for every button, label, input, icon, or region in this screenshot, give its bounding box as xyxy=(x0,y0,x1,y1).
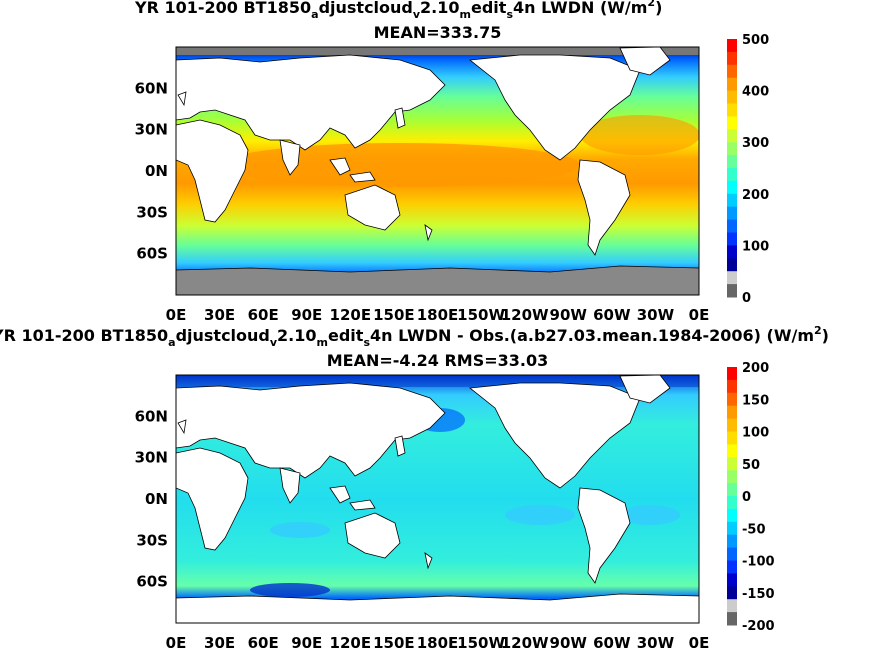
map2-xtick-label: 180E xyxy=(417,634,459,652)
map1-colorbar-swatch xyxy=(727,232,737,246)
map2-colorbar-swatch xyxy=(727,508,737,523)
map2-xtick-label: 30E xyxy=(204,634,235,652)
map1-colorbar-swatch xyxy=(727,129,737,143)
map2-ytick-label: 0N xyxy=(145,490,168,508)
map1-ytick-label: 0N xyxy=(145,162,168,180)
map2-xtick-label: 0E xyxy=(689,634,710,652)
map1-xtick-label: 30W xyxy=(637,306,675,324)
map2-xtick-label: 0E xyxy=(166,634,187,652)
map2-colorbar-tick-label: 50 xyxy=(742,458,760,473)
map1-colorbar-swatch xyxy=(727,258,737,272)
map1-colorbar-swatch xyxy=(727,245,737,259)
map1-ytick-label: 60N xyxy=(135,79,168,97)
map2-colorbar-tick-label: -50 xyxy=(742,522,766,537)
map1-xtick-label: 150W xyxy=(457,306,505,324)
map1-xtick-label: 60E xyxy=(248,306,279,324)
map2-xtick-label: 60W xyxy=(593,634,631,652)
map2-colorbar-tick-label: -150 xyxy=(742,587,775,602)
map1-xtick-label: 90E xyxy=(291,306,322,324)
map2-colorbar-tick-label: 100 xyxy=(742,426,769,441)
map1-plot xyxy=(175,46,700,296)
map1-colorbar-swatch xyxy=(727,219,737,233)
map1-title: YR 101-200 BT1850adjustcloudv2.10medits4… xyxy=(135,0,663,21)
map1-colorbar-swatch xyxy=(727,116,737,130)
map1-xtick-label: 60W xyxy=(593,306,631,324)
map1-colorbar-swatch xyxy=(727,103,737,117)
map1-xtick-label: 120W xyxy=(501,306,549,324)
map2-xtick-label: 30W xyxy=(637,634,675,652)
map2-colorbar-swatch xyxy=(727,418,737,432)
map2-ytick-label: 60N xyxy=(135,407,168,425)
map2-colorbar-tick-label: 150 xyxy=(742,393,769,408)
map1-xtick-label: 0E xyxy=(166,306,187,324)
map2-xtick-label: 60E xyxy=(248,634,279,652)
map2-colorbar-tick-label: -200 xyxy=(742,619,775,634)
map1-colorbar-tick-label: 200 xyxy=(742,188,769,203)
map1-colorbar-swatch xyxy=(727,39,737,53)
map2-xtick-label: 90E xyxy=(291,634,322,652)
map2-xtick-label: 150E xyxy=(373,634,415,652)
map1-colorbar-swatch xyxy=(727,64,737,79)
map2-colorbar-swatch xyxy=(727,483,737,497)
map2-colorbar-swatch xyxy=(727,547,737,561)
map2-colorbar-swatch xyxy=(727,392,737,407)
map2-xtick-label: 150W xyxy=(457,634,505,652)
map2-colorbar-swatch xyxy=(727,367,737,381)
map2-xtick-label: 120W xyxy=(501,634,549,652)
map1-colorbar-tick-label: 300 xyxy=(742,136,769,151)
map1-colorbar-tick-label: 400 xyxy=(742,85,769,100)
map1-subtitle: MEAN=333.75 xyxy=(373,23,502,42)
map2-xtick-label: 120E xyxy=(330,634,372,652)
map2-colorbar-swatch xyxy=(727,534,737,549)
map1-colorbar-swatch xyxy=(727,180,737,195)
map2-colorbar-swatch xyxy=(727,599,737,613)
map1-colorbar-swatch xyxy=(727,206,737,221)
map2-colorbar-swatch xyxy=(727,457,737,471)
map1-xtick-label: 150E xyxy=(373,306,415,324)
map2-colorbar-swatch xyxy=(727,586,737,600)
map1-ytick-label: 30N xyxy=(135,121,168,139)
map2-subtitle: MEAN=-4.24 RMS=33.03 xyxy=(326,351,549,370)
map1-ytick-label: 30S xyxy=(136,203,168,221)
map1-xtick-label: 180E xyxy=(417,306,459,324)
map1-colorbar-swatch xyxy=(727,271,737,285)
map1-xtick-label: 0E xyxy=(689,306,710,324)
map1-colorbar-tick-label: 0 xyxy=(742,291,751,306)
map1-colorbar-tick-label: 100 xyxy=(742,239,769,254)
map1-colorbar-swatch xyxy=(727,142,737,156)
map1-xtick-label: 120E xyxy=(330,306,372,324)
map1-colorbar-swatch xyxy=(727,77,737,92)
map1-ytick-label: 60S xyxy=(136,245,168,263)
map2-colorbar-swatch xyxy=(727,470,737,484)
map2-colorbar-swatch xyxy=(727,612,737,626)
map1-colorbar-swatch xyxy=(727,168,737,182)
map2-xtick-label: 90W xyxy=(550,634,588,652)
map1-colorbar-swatch xyxy=(727,90,737,104)
map2-ytick-label: 60S xyxy=(136,573,168,591)
map2-ytick-label: 30N xyxy=(135,449,168,467)
map2-ytick-label: 30S xyxy=(136,531,168,549)
map2-colorbar-swatch xyxy=(727,521,737,536)
map2-colorbar-swatch xyxy=(727,431,737,445)
map2-colorbar-tick-label: 0 xyxy=(742,490,751,505)
map2-colorbar-swatch xyxy=(727,405,737,420)
map1-colorbar-swatch xyxy=(727,193,737,208)
map1-xtick-label: 30E xyxy=(204,306,235,324)
map2-colorbar-swatch xyxy=(727,560,737,574)
map1-colorbar-swatch xyxy=(727,51,737,66)
map1-xtick-label: 90W xyxy=(550,306,588,324)
map2-colorbar-tick-label: 200 xyxy=(742,361,769,376)
map2-colorbar-swatch xyxy=(727,573,737,587)
map2-colorbar-tick-label: -100 xyxy=(742,555,775,570)
map1-colorbar-swatch xyxy=(727,155,737,169)
map2-colorbar-swatch xyxy=(727,496,737,510)
map2-plot xyxy=(175,374,700,624)
map1-colorbar-swatch xyxy=(727,284,737,298)
map2-title: YR 101-200 BT1850adjustcloudv2.10medits4… xyxy=(0,324,829,349)
map2-colorbar-swatch xyxy=(727,444,737,458)
map1-colorbar-tick-label: 500 xyxy=(742,33,769,48)
map2-colorbar-swatch xyxy=(727,379,737,394)
